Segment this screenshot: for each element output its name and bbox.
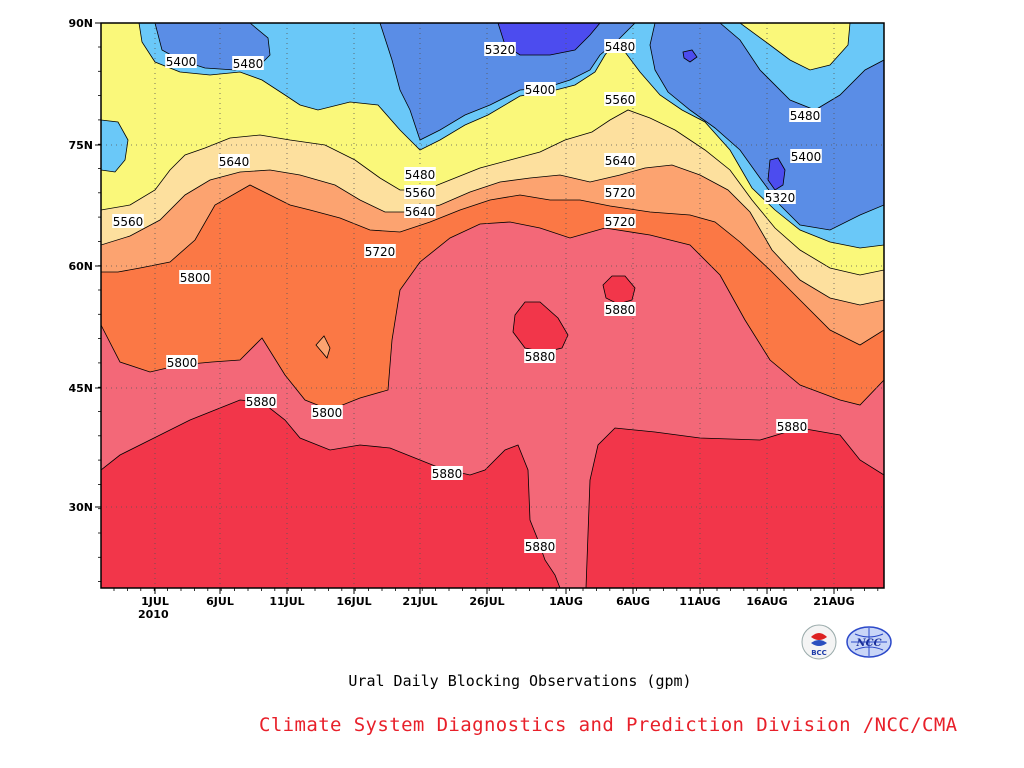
contour-label: 5560 [605,93,636,107]
contour-label: 5640 [219,155,250,169]
contour-label: 5880 [525,540,556,554]
contour-label-bg [604,214,636,228]
band-5320-c [682,49,698,63]
bcc-logo: BCC [800,623,838,661]
contour-label: 5800 [167,356,198,370]
contour-label: 5400 [525,83,556,97]
band-5480-yellow-right [739,23,851,71]
contour-label-bg [218,154,250,168]
chart-caption: Ural Daily Blocking Observations (gpm) [348,672,692,690]
contour-label-bg [604,92,636,106]
contour-label-bg [245,394,277,408]
contour-label: 5720 [365,245,396,259]
contour-label-bg [776,419,808,433]
contour-label: 5480 [790,109,821,123]
contour-label-bg [604,39,636,53]
band-5720-cell [315,335,331,359]
contour-label: 5560 [113,215,144,229]
contour-label: 5880 [777,420,808,434]
band-5320-b [767,157,786,191]
x-tick-label: 1JUL [141,595,169,608]
contour-label-bg [165,54,197,68]
contour-label: 5880 [432,467,463,481]
contour-label: 5560 [405,186,436,200]
contour-label-bg [524,539,556,553]
contour-label: 5320 [485,43,516,57]
contour-label-bg [790,149,822,163]
contour-labels: 5400 5480 5320 5480 5400 5560 5480 5400 5640 5480… [112,39,822,554]
svg-text:NCC: NCC [855,638,881,649]
contour-label-bg [524,82,556,96]
contour-label-bg [166,355,198,369]
contour-label-bg [364,244,396,258]
x-tick-label: 16AUG [746,595,787,608]
band-5880-cell-b [602,275,636,305]
contour-label: 5400 [791,150,822,164]
band-5400-c [649,23,884,231]
x-tick-label: 21JUL [402,595,437,608]
contour-label-bg [484,42,516,56]
svg-text:BCC: BCC [811,649,827,657]
contour-label: 5880 [525,350,556,364]
x-axis: 1JUL 6JUL 11JUL 16JUL 21JUL 26JUL 1AUG 6AUG 11AU… [113,588,879,608]
contour-label-bg [789,108,821,122]
contour-label-bg [404,167,436,181]
x-tick-label: 11JUL [269,595,304,608]
contour-label: 5640 [605,154,636,168]
x-year-label: 2010 [138,608,169,621]
contour-label-bg [431,466,463,480]
contour-label: 5320 [765,191,796,205]
contour-label-bg [179,270,211,284]
y-tick-label: 90N [68,17,93,30]
contour-label-bg [604,153,636,167]
x-tick-label: 6JUL [206,595,234,608]
contour-label: 5400 [166,55,197,69]
band-5880-cell-a [512,301,569,353]
x-tick-label: 21AUG [813,595,854,608]
contour-label-bg [311,405,343,419]
contour-fills [101,23,884,588]
x-tick-label: 16JUL [336,595,371,608]
x-tick-label: 26JUL [469,595,504,608]
credit-text: Climate System Diagnostics and Predictio… [259,714,958,736]
contour-label-bg [232,56,264,70]
band-5560-left [101,119,129,173]
contour-label: 5720 [605,186,636,200]
contour-label-bg [404,185,436,199]
y-axis: 90N 75N 60N 45N 30N [68,17,101,582]
contour-label-bg [524,349,556,363]
contour-chart: 1JUL 6JUL 11JUL 16JUL 21JUL 26JUL 1AUG 6AUG 11AU… [68,17,885,621]
contour-label: 5480 [233,57,264,71]
contour-label: 5880 [605,303,636,317]
contour-label-bg [112,214,144,228]
contour-label: 5640 [405,205,436,219]
contour-label-bg [404,204,436,218]
contour-label: 5800 [180,271,211,285]
y-tick-label: 45N [68,382,93,395]
contour-label-bg [604,185,636,199]
gridlines [101,23,884,588]
x-tick-label: 1AUG [549,595,583,608]
y-tick-label: 60N [68,260,93,273]
contour-label-bg [764,190,796,204]
plot-frame [100,22,885,589]
contour-label: 5480 [405,168,436,182]
y-tick-label: 30N [68,501,93,514]
y-tick-label: 75N [68,139,93,152]
ncc-logo: NCC [845,625,893,659]
contour-label-bg [604,302,636,316]
contour-label: 5480 [605,40,636,54]
contour-label: 5800 [312,406,343,420]
x-tick-label: 11AUG [679,595,720,608]
contour-label: 5880 [246,395,277,409]
x-tick-label: 6AUG [616,595,650,608]
contour-label: 5720 [605,215,636,229]
